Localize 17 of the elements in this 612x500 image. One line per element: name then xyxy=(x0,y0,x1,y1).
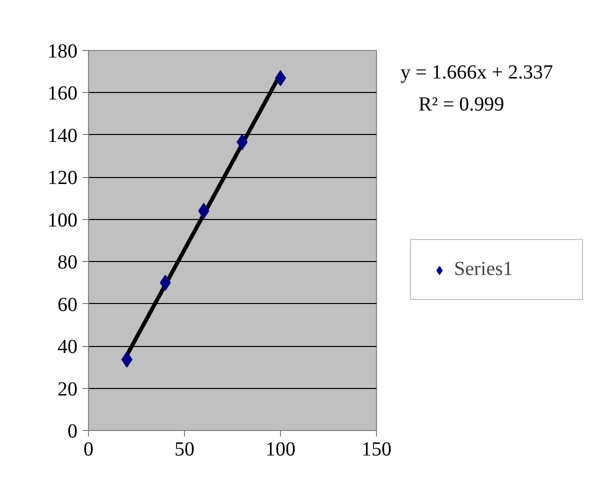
y-tick-label: 120 xyxy=(48,167,78,190)
x-tick-label: 150 xyxy=(362,438,392,460)
y-tick-label: 140 xyxy=(48,124,78,147)
text: y = 1.666x + 2.337 xyxy=(400,62,554,84)
x-tick-label: 50 xyxy=(174,438,194,460)
y-tick-label: 180 xyxy=(48,40,78,62)
y-tick-label: 60 xyxy=(58,294,78,316)
y-tick-label: 160 xyxy=(48,82,78,105)
x-tick-label: 0 xyxy=(84,438,94,460)
y-tick-label: 100 xyxy=(48,209,78,232)
y-tick-label: 80 xyxy=(58,252,78,274)
legend-label: Series1 xyxy=(454,258,514,281)
x-tick-label: 100 xyxy=(266,438,296,460)
y-tick-label: 0 xyxy=(68,420,78,442)
y-tick-label: 40 xyxy=(58,336,78,358)
y-tick-label: 20 xyxy=(58,378,78,400)
text: R² = 0.999 xyxy=(418,94,504,116)
